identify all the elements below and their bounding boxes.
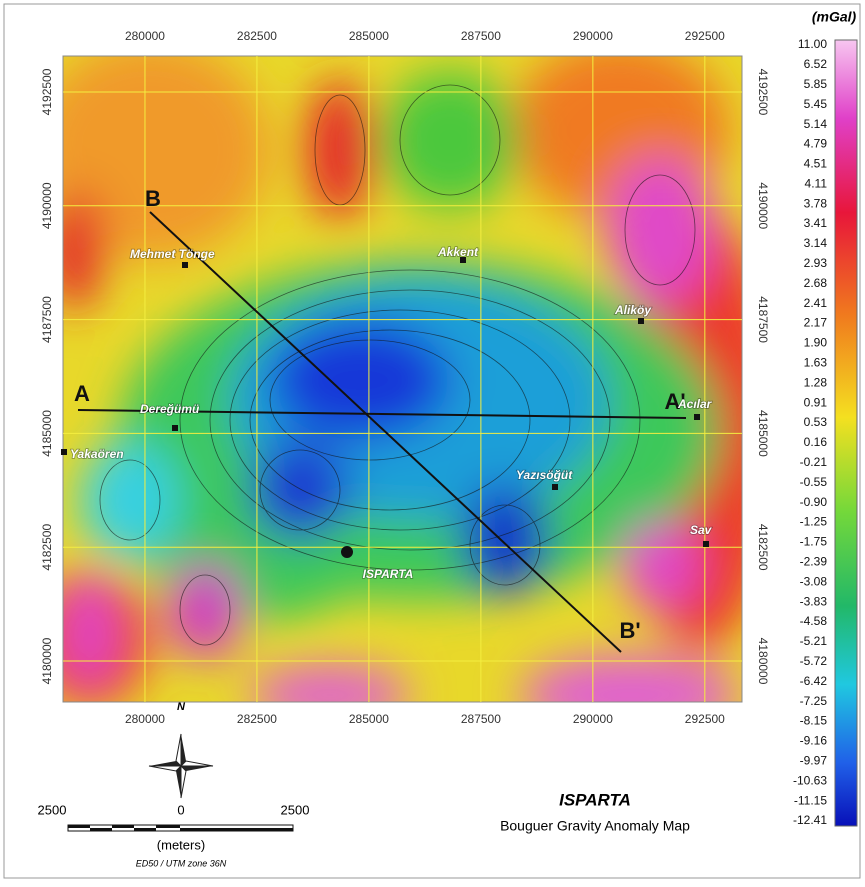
legend-label: 6.52	[804, 57, 828, 71]
place-label: Mehmet Tönge	[130, 247, 215, 261]
y-tick-label: 4190000	[756, 182, 770, 229]
y-tick-label: 4185000	[40, 410, 54, 457]
place-label: Yakaören	[70, 447, 124, 461]
legend-label: 5.14	[804, 117, 828, 131]
x-tick-label: 292500	[685, 712, 725, 726]
legend-label: -5.21	[800, 634, 828, 648]
legend-label: 3.78	[804, 196, 828, 210]
legend-label: 3.14	[804, 236, 828, 250]
north-label: N	[177, 701, 186, 713]
scale-label: 2500	[281, 802, 310, 817]
map-figure: 280000 280000 282500 282500 285000 285000 2875…	[0, 0, 865, 882]
y-tick-label: 4187500	[40, 296, 54, 343]
x-tick-label: 280000	[125, 29, 165, 43]
map-title: ISPARTA	[559, 790, 631, 809]
legend-label: 5.85	[804, 77, 828, 91]
legend-label: -0.21	[800, 455, 828, 469]
legend-label: 0.91	[804, 395, 828, 409]
legend-label: -9.97	[800, 753, 828, 767]
village-marker	[638, 318, 644, 324]
x-tick-label: 282500	[237, 712, 277, 726]
legend-label: 4.79	[804, 137, 828, 151]
legend-label: 0.53	[804, 415, 828, 429]
x-tick-label: 282500	[237, 29, 277, 43]
scale-unit: (meters)	[157, 837, 205, 852]
place-label: Yazısöğüt	[516, 468, 573, 482]
legend-label: -12.41	[793, 813, 827, 827]
place-label: Sav	[690, 523, 713, 537]
place-label: Dereğümü	[140, 402, 200, 416]
village-marker	[61, 449, 67, 455]
village-marker	[172, 425, 178, 431]
village-marker	[703, 541, 709, 547]
place-label: Aliköy	[614, 303, 652, 317]
x-tick-label: 292500	[685, 29, 725, 43]
x-tick-label: 287500	[461, 29, 501, 43]
legend-label: -1.25	[800, 515, 828, 529]
y-tick-label: 4180000	[756, 638, 770, 685]
y-tick-label: 4187500	[756, 296, 770, 343]
legend-unit: (mGal)	[812, 9, 857, 25]
legend-label: 2.68	[804, 276, 828, 290]
y-tick-label: 4182500	[40, 524, 54, 571]
y-tick-label: 4190000	[40, 182, 54, 229]
legend: 11.00 6.52 5.85 5.45 5.14 4.79 4.51 4.11 3.78 3.4…	[793, 37, 827, 827]
legend-label: 2.93	[804, 256, 828, 270]
legend-label: -8.15	[800, 714, 828, 728]
legend-label: -9.16	[800, 734, 828, 748]
legend-label: 1.90	[804, 336, 828, 350]
village-marker	[182, 262, 188, 268]
legend-label: -6.42	[800, 674, 828, 688]
legend-label: -0.55	[800, 475, 828, 489]
y-tick-label: 4192500	[40, 68, 54, 115]
y-tick-label: 4180000	[40, 637, 54, 684]
x-tick-label: 290000	[573, 29, 613, 43]
village-marker	[552, 484, 558, 490]
legend-label: 4.51	[804, 157, 828, 171]
y-tick-label: 4182500	[756, 524, 770, 571]
y-tick-label: 4185000	[756, 410, 770, 457]
legend-label: -0.90	[800, 495, 828, 509]
legend-label: 3.41	[804, 216, 828, 230]
scale-bar	[68, 825, 293, 831]
y-tick-label: 4192500	[756, 69, 770, 116]
legend-label: -5.72	[800, 654, 828, 668]
map-subtitle: Bouguer Gravity Anomaly Map	[500, 818, 690, 834]
legend-label: -3.08	[800, 574, 828, 588]
legend-label: 1.63	[804, 356, 828, 370]
place-label: Akkent	[437, 245, 479, 259]
x-tick-label: 285000	[349, 712, 389, 726]
anomaly-surface	[30, 40, 780, 735]
x-tick-label: 290000	[573, 712, 613, 726]
legend-label: 2.17	[804, 316, 828, 330]
x-tick-label: 280000	[125, 712, 165, 726]
legend-label: -2.39	[800, 555, 828, 569]
legend-label: 4.11	[805, 176, 828, 190]
legend-label: 11.00	[798, 37, 827, 51]
legend-label: -3.83	[800, 594, 828, 608]
profile-label: A	[74, 381, 90, 406]
legend-label: 5.45	[804, 97, 828, 111]
north-arrow	[149, 734, 213, 798]
legend-label: -11.15	[794, 793, 827, 807]
village-marker	[694, 414, 700, 420]
place-label: ISPARTA	[363, 567, 414, 581]
colorbar	[835, 40, 857, 826]
legend-label: -1.75	[800, 535, 828, 549]
scale-label: 0	[177, 802, 184, 817]
legend-label: 1.28	[804, 375, 828, 389]
profile-label: B'	[619, 618, 640, 643]
projection: ED50 / UTM zone 36N	[136, 858, 227, 868]
legend-label: 0.16	[804, 435, 828, 449]
scale-label: 2500	[38, 802, 67, 817]
x-tick-label: 285000	[349, 29, 389, 43]
x-tick-label: 287500	[461, 712, 501, 726]
legend-label: -7.25	[800, 694, 828, 708]
legend-label: -10.63	[793, 773, 827, 787]
place-label: Acılar	[677, 397, 713, 411]
profile-label: B	[145, 186, 161, 211]
town-marker	[341, 546, 353, 558]
legend-label: -4.58	[800, 614, 828, 628]
legend-label: 2.41	[804, 296, 828, 310]
